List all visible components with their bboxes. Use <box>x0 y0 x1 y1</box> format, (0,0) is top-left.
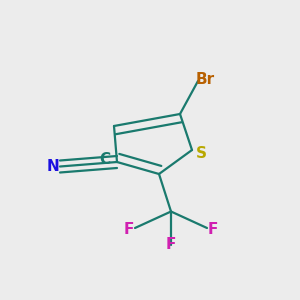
Text: Br: Br <box>196 72 215 87</box>
Text: S: S <box>196 146 206 160</box>
Text: C: C <box>99 152 111 166</box>
Text: F: F <box>166 237 176 252</box>
Text: F: F <box>208 222 218 237</box>
Text: F: F <box>124 222 134 237</box>
Text: N: N <box>46 159 59 174</box>
